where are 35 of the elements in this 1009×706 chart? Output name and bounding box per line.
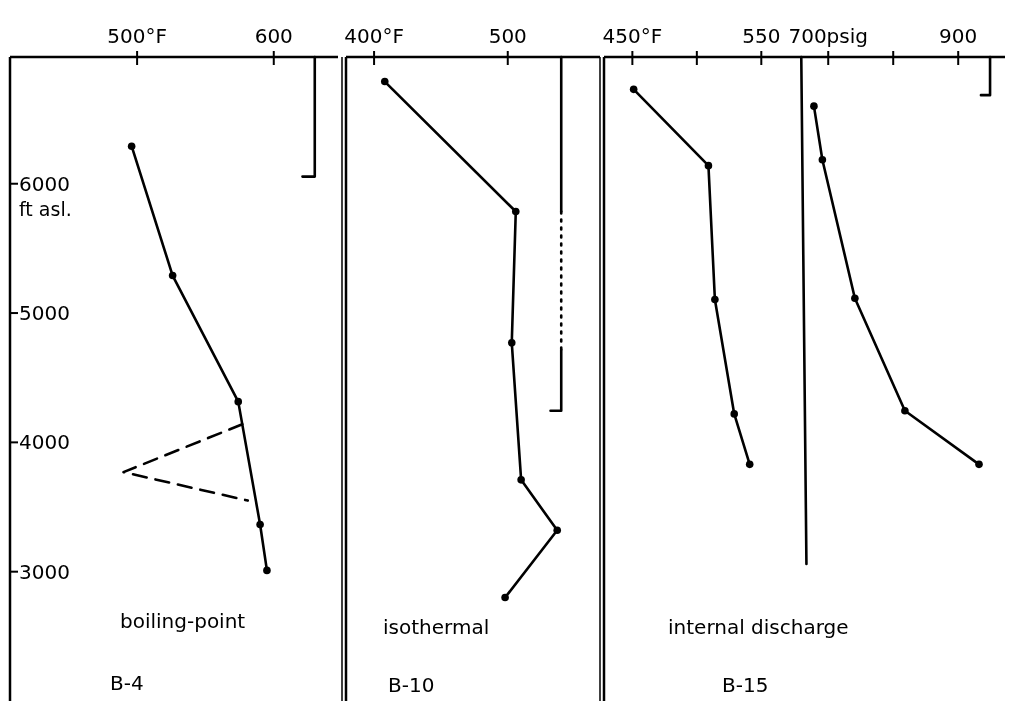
annotation: internal discharge <box>668 615 849 639</box>
annotation: B-15 <box>722 673 769 697</box>
annotation: B-10 <box>388 673 435 697</box>
point <box>730 410 739 418</box>
point <box>511 207 520 216</box>
point <box>517 476 525 484</box>
point <box>704 161 713 170</box>
point <box>168 271 177 280</box>
point <box>256 520 264 529</box>
x2-tick-label: 900 <box>939 24 978 48</box>
x-tick-label: 400°F <box>344 24 404 48</box>
annotation: isothermal <box>383 615 490 639</box>
point <box>380 77 389 86</box>
point <box>263 566 271 575</box>
y-tick-label: 5000 <box>19 301 70 326</box>
annotation: B-4 <box>110 671 144 695</box>
point <box>629 85 638 94</box>
y-tick-label: 4000 <box>19 430 70 455</box>
x-tick-label: 450°F <box>602 24 663 48</box>
point <box>501 593 509 602</box>
point <box>745 460 754 469</box>
y-tick-label: 3000 <box>19 559 70 584</box>
point <box>507 338 516 347</box>
x-tick-label: 550 <box>742 24 781 48</box>
point <box>553 526 562 535</box>
point <box>234 397 243 406</box>
y-axis-title: ft asl. <box>19 197 72 220</box>
annotation: boiling-point <box>120 609 246 633</box>
x-tick-label: 500 <box>488 24 527 48</box>
point <box>711 295 719 304</box>
x-tick-label: 500°F <box>107 24 167 48</box>
x-tick-label: 600 <box>254 24 293 48</box>
x2-tick-label: 700psig <box>788 24 868 48</box>
y-tick-label: 6000 <box>19 171 70 196</box>
point <box>127 142 136 151</box>
